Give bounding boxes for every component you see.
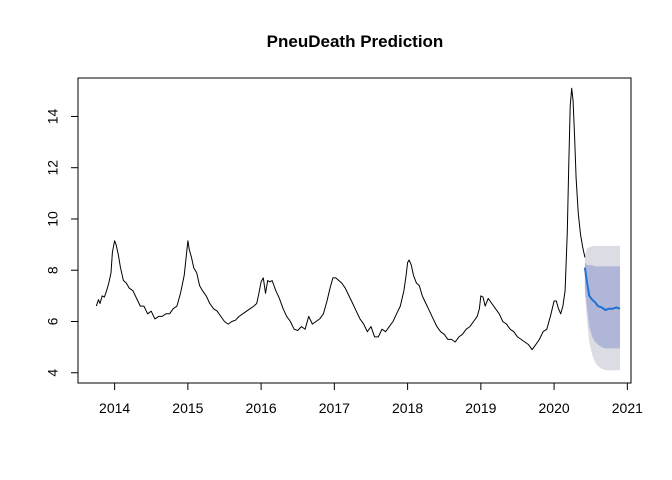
y-tick-label: 12	[45, 160, 61, 176]
x-tick-label: 2017	[319, 400, 350, 416]
forecast-band-80	[584, 262, 620, 349]
observed-line	[95, 87, 586, 351]
forecast-mean-line	[583, 267, 621, 311]
band-80-area	[584, 262, 620, 349]
x-tick-label: 2015	[172, 400, 203, 416]
x-tick-label: 2021	[612, 400, 643, 416]
y-tick-label: 6	[45, 317, 61, 325]
observed-series	[95, 87, 586, 351]
x-tick-label: 2018	[392, 400, 423, 416]
x-tick-label: 2019	[465, 400, 496, 416]
x-tick-label: 2020	[539, 400, 570, 416]
x-axis: 2014 2015 2016 2017 2018 2019 2020 2021	[99, 382, 643, 416]
y-tick-label: 4	[45, 369, 61, 377]
y-tick-label: 10	[45, 211, 61, 227]
x-tick-label: 2014	[99, 400, 130, 416]
x-tick-label: 2016	[246, 400, 277, 416]
plot-frame	[77, 77, 632, 384]
y-axis: 4 6 8 10 12 14	[45, 108, 79, 377]
y-tick-label: 14	[45, 108, 61, 124]
y-tick-label: 8	[45, 266, 61, 274]
chart-title: PneuDeath Prediction	[267, 32, 444, 51]
forecast-series	[583, 267, 621, 311]
